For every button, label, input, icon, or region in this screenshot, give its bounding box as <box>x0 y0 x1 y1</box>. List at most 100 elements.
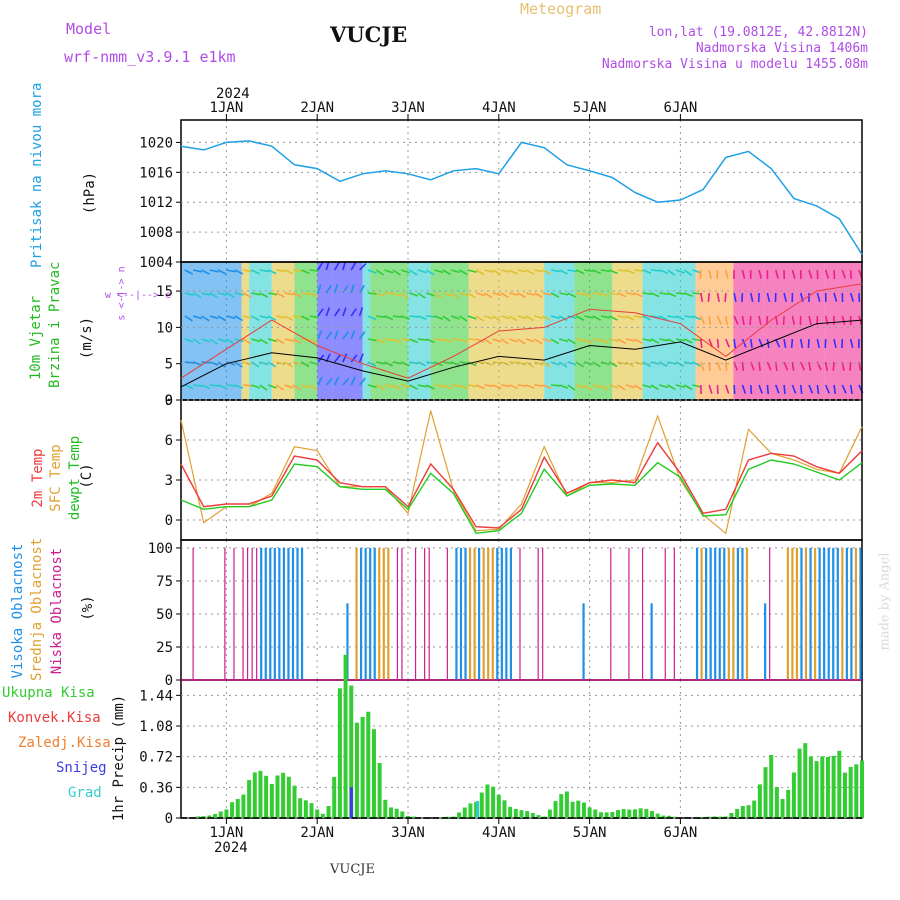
wind-color-band <box>574 262 613 400</box>
wind-color-band <box>468 262 499 400</box>
wind-arrow <box>733 315 739 325</box>
wind-arrow <box>500 315 510 320</box>
wind-arrow <box>267 338 277 343</box>
wind-arrow <box>583 384 593 391</box>
precip-bar <box>201 816 206 818</box>
wind-arrow <box>193 384 203 387</box>
wind-arrow <box>292 361 302 366</box>
wind-arrow <box>484 384 494 388</box>
precip-bar <box>667 815 672 818</box>
y-tick-label: 9 <box>165 393 173 409</box>
wind-arrow <box>542 384 552 389</box>
wind-arrow <box>725 361 728 372</box>
wind-arrow <box>716 315 722 325</box>
wind-arrow <box>375 292 385 297</box>
day-label-bottom: 5JAN <box>573 825 607 841</box>
precip-bar <box>525 811 530 818</box>
wind-arrow <box>617 338 626 344</box>
wind-arrow <box>284 292 294 296</box>
precip-bar <box>343 654 348 818</box>
wind-arrow <box>217 292 228 296</box>
wind-arrow <box>749 384 753 395</box>
y-tick-label: 3 <box>165 473 173 489</box>
wind-arrow <box>492 338 502 343</box>
wind-arrow <box>192 361 202 366</box>
wind-color-band <box>249 262 272 400</box>
wind-arrow <box>342 284 349 294</box>
wind-arrow <box>442 269 451 276</box>
wind-arrow <box>567 338 576 345</box>
wind-arrow <box>749 338 753 349</box>
wind-arrow <box>201 338 211 343</box>
wind-arrow <box>484 269 494 273</box>
wind-arrow <box>450 269 461 274</box>
precip-legend-snow: Snijeg <box>56 760 107 776</box>
wind-arrow <box>467 292 476 299</box>
wind-arrow <box>434 384 444 388</box>
wind-arrow <box>309 384 318 391</box>
wind-arrow <box>292 338 302 345</box>
wind-arrow <box>234 338 244 343</box>
wind-arrow <box>292 315 302 319</box>
wind-arrow <box>791 384 797 394</box>
wind-arrow <box>234 292 244 296</box>
precip-bar <box>247 780 252 818</box>
y-tick-label: 0 <box>165 393 173 409</box>
wind-arrow <box>500 384 511 388</box>
wind-arrow <box>358 331 366 340</box>
wind-arrow <box>384 292 394 295</box>
wind-arrow <box>226 269 236 273</box>
wind-arrow <box>575 338 585 343</box>
y-tick-label: 1004 <box>139 255 173 271</box>
precip-bar <box>366 711 371 818</box>
wind-arrow <box>659 384 669 389</box>
wind-arrow <box>350 330 356 340</box>
wind-arrow <box>333 261 340 271</box>
wind-arrow <box>259 384 268 391</box>
wind-arrow <box>617 269 627 272</box>
wind-arrow <box>309 269 319 272</box>
wind-arrow <box>209 361 219 366</box>
wind-arrow <box>184 315 193 322</box>
wind-color-band <box>544 262 575 400</box>
y-tick-label: 0 <box>165 513 173 529</box>
wind-arrow <box>459 384 468 390</box>
wind-arrow <box>658 269 668 274</box>
wind-arrow <box>608 315 618 321</box>
wind-arrow <box>707 292 710 303</box>
wind-arrow <box>608 361 618 368</box>
wind-arrow <box>542 292 552 296</box>
wind-arrow <box>401 338 411 342</box>
precip-bar <box>258 770 263 818</box>
wind-color-band <box>241 262 250 400</box>
precip-bar <box>746 805 751 818</box>
wind-arrow <box>558 361 568 368</box>
precip-bar <box>547 809 552 818</box>
precip-bar <box>598 812 603 818</box>
wind-arrow <box>492 292 502 297</box>
wind-arrow <box>559 384 569 389</box>
wind-arrow <box>509 384 519 390</box>
wind-arrow <box>267 269 277 275</box>
wind-arrow <box>250 361 260 368</box>
wind-arrow <box>259 361 269 366</box>
y-tick-label: 5 <box>165 357 173 373</box>
precip-bar <box>718 816 723 818</box>
wind-arrow <box>317 376 323 386</box>
model-altitude-text: Nadmorska Visina u modelu 1455.08m <box>601 57 868 72</box>
wind-arrow <box>209 315 219 320</box>
wind-arrow <box>692 361 701 367</box>
precip-bar <box>281 772 286 818</box>
precip-bar <box>661 815 666 818</box>
wind-arrow <box>509 361 519 364</box>
wind-arrow <box>267 292 278 296</box>
wind-arrow <box>484 315 494 320</box>
precip-bar <box>235 798 240 818</box>
wind-arrow <box>708 384 713 394</box>
wind-arrow <box>592 361 601 368</box>
precip-bar <box>860 760 864 818</box>
wind-arrow <box>367 384 377 388</box>
wind-arrow <box>267 315 277 321</box>
wind-arrow <box>475 338 485 343</box>
precip-bar <box>303 800 308 818</box>
